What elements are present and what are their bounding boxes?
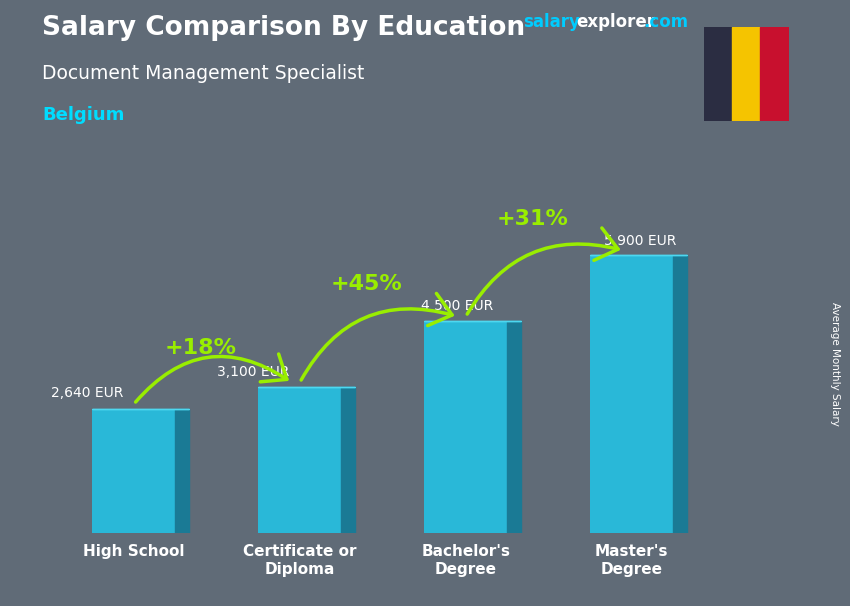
FancyArrowPatch shape	[468, 228, 618, 314]
Text: Average Monthly Salary: Average Monthly Salary	[830, 302, 840, 425]
Bar	[761, 27, 789, 121]
Bar	[93, 409, 175, 533]
Bar	[424, 321, 507, 533]
Text: +18%: +18%	[164, 338, 236, 358]
Bar	[732, 27, 761, 121]
Text: .com: .com	[643, 13, 689, 32]
Text: 4,500 EUR: 4,500 EUR	[422, 299, 494, 313]
Polygon shape	[342, 387, 354, 533]
Polygon shape	[507, 321, 520, 533]
Text: 2,640 EUR: 2,640 EUR	[51, 387, 123, 401]
Bar	[704, 27, 732, 121]
Text: Salary Comparison By Education: Salary Comparison By Education	[42, 15, 525, 41]
Polygon shape	[673, 255, 687, 533]
Text: 3,100 EUR: 3,100 EUR	[217, 365, 290, 379]
Text: Document Management Specialist: Document Management Specialist	[42, 64, 365, 82]
Text: Belgium: Belgium	[42, 106, 125, 124]
Bar	[590, 255, 673, 533]
Bar	[258, 387, 342, 533]
Text: +31%: +31%	[496, 209, 568, 229]
Text: 5,900 EUR: 5,900 EUR	[604, 234, 677, 248]
Text: +45%: +45%	[331, 275, 402, 295]
Text: explorer: explorer	[576, 13, 655, 32]
Polygon shape	[175, 409, 189, 533]
FancyArrowPatch shape	[136, 354, 286, 402]
FancyArrowPatch shape	[301, 293, 452, 380]
Text: salary: salary	[523, 13, 580, 32]
